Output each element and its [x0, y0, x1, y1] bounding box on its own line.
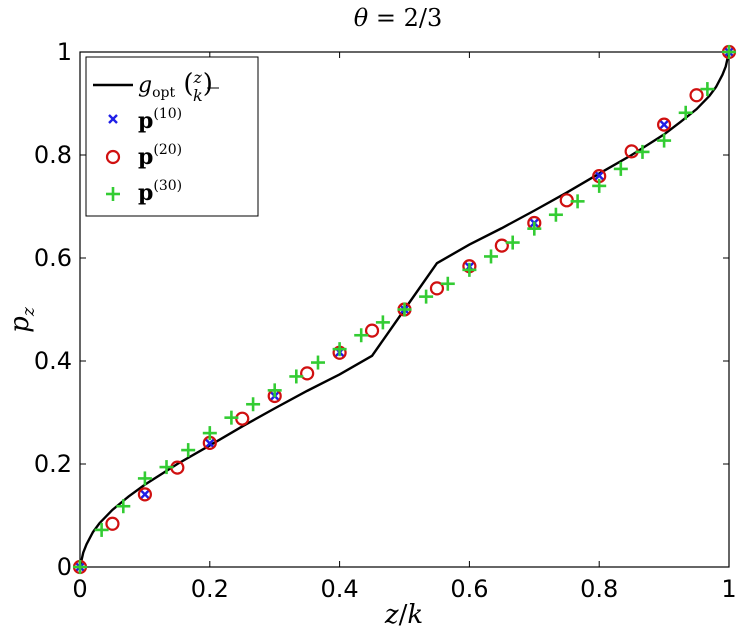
series-plus-marker: [73, 45, 736, 574]
marker-p30: [592, 178, 607, 193]
marker-p20: [429, 281, 445, 296]
marker-p30: [181, 443, 196, 458]
y-tick-label: 0.2: [34, 450, 72, 478]
legend-marker-p20: [105, 149, 121, 165]
x-axis-label: z/k: [384, 600, 423, 630]
marker-p30: [332, 342, 347, 357]
legend-label-g-opt: gopt (z k): [138, 68, 213, 105]
marker-p30: [289, 369, 304, 384]
marker-p20: [656, 117, 672, 132]
marker-p30: [635, 144, 650, 159]
y-tick-label: 0: [57, 553, 72, 581]
marker-p20: [494, 238, 509, 253]
marker-p20: [105, 516, 120, 531]
marker-p30: [613, 161, 628, 176]
series-circle-marker: [72, 44, 737, 575]
y-tick-label: 0.8: [34, 141, 72, 169]
marker-p30: [116, 499, 131, 514]
marker-p30: [678, 105, 693, 120]
legend-marker-p10: [108, 114, 118, 124]
marker-p30: [159, 460, 174, 475]
marker-p30: [73, 560, 87, 574]
marker-p20: [300, 366, 315, 381]
plot-layer: [72, 44, 737, 575]
marker-p30: [224, 410, 239, 425]
marker-p30: [722, 45, 736, 59]
chart-title: θ = 2/3: [354, 4, 442, 32]
marker-p30: [246, 397, 261, 412]
marker-p10: [204, 438, 215, 449]
marker-p30: [570, 194, 585, 209]
y-tick-label: 1: [57, 38, 72, 66]
legend-box: [85, 56, 259, 217]
marker-p10: [594, 170, 605, 181]
y-axis-label: pz: [5, 306, 39, 333]
legend: gopt (z k) p(10) p(20) p(30): [85, 56, 259, 217]
svg-text:z/k: z/k: [384, 600, 423, 630]
y-tick-label: 0.4: [34, 347, 72, 375]
marker-p30: [419, 289, 434, 304]
plot-frame: [79, 51, 730, 568]
x-tick-label: 0.8: [580, 575, 618, 603]
marker-p30: [310, 355, 325, 370]
x-tick-label: 0.4: [321, 575, 359, 603]
x-tick-label: 1: [721, 575, 736, 603]
y-tick-label: 0.6: [34, 244, 72, 272]
svg-text:pz: pz: [5, 306, 39, 333]
marker-p30: [267, 383, 282, 398]
marker-p30: [657, 133, 672, 148]
marker-p30: [548, 207, 563, 222]
marker-p30: [397, 302, 412, 317]
marker-p30: [700, 82, 715, 97]
marker-p20: [137, 487, 152, 502]
svg-text:θ = 2/3: θ = 2/3: [354, 4, 442, 32]
x-tick-label: 0: [72, 575, 87, 603]
marker-p30: [354, 328, 369, 343]
legend-marker-p30: [106, 187, 120, 201]
x-tick-label: 0.2: [191, 575, 229, 603]
x-tick-label: 0.6: [450, 575, 488, 603]
marker-p20: [364, 323, 380, 338]
marker-p30: [505, 235, 520, 250]
marker-p30: [527, 221, 542, 236]
marker-p30: [462, 262, 477, 277]
marker-p20: [689, 88, 704, 103]
marker-p30: [202, 426, 217, 441]
marker-p30: [137, 471, 152, 486]
marker-p30: [94, 522, 109, 537]
marker-p30: [484, 249, 499, 264]
marker-p30: [375, 315, 390, 330]
marker-p30: [440, 276, 455, 291]
tick-labels: 0 0.2 0.4 0.6 0.8 1 0 0.2 0.4 0.6 0.8 1: [34, 38, 737, 603]
marker-p10: [140, 489, 150, 500]
marker-p10: [659, 119, 669, 130]
